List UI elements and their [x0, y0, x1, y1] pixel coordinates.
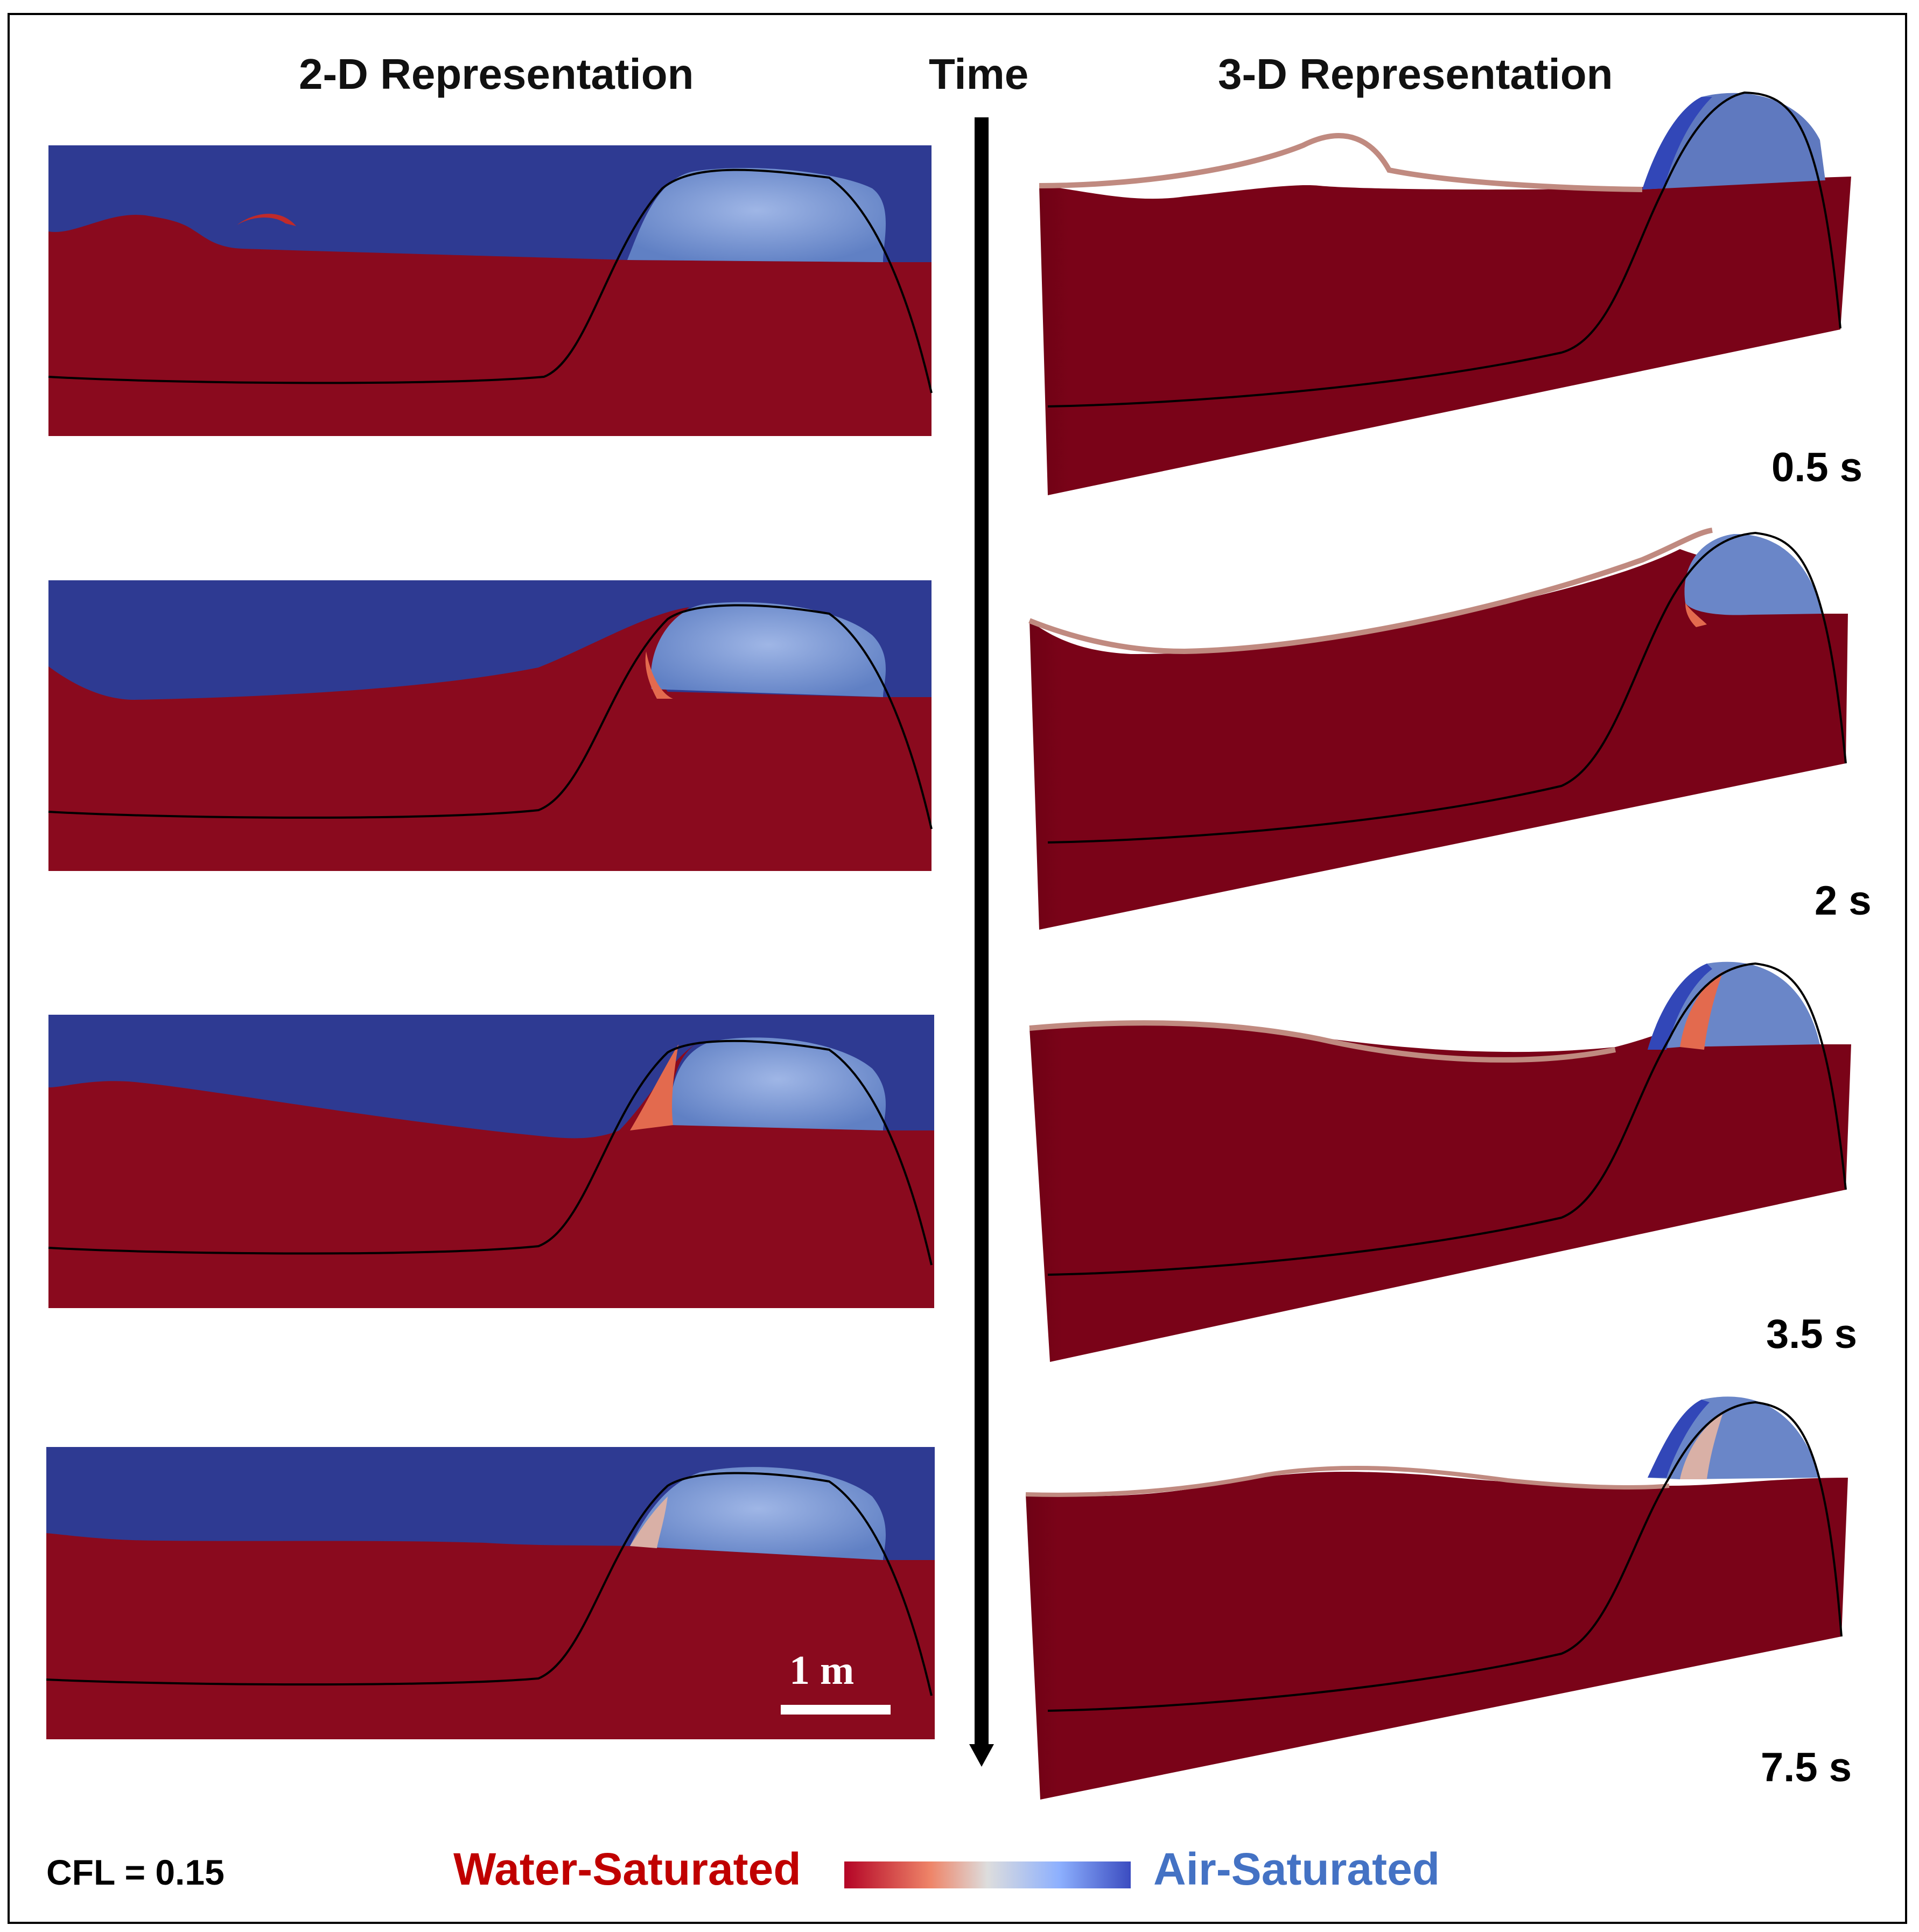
panel-3d-t2: [1029, 961, 1851, 1362]
time-label-2: 3.5 s: [1766, 1311, 1858, 1357]
header-time: Time: [929, 50, 1029, 98]
header-3d: 3-D Representation: [1218, 50, 1613, 98]
time-label-3: 7.5 s: [1761, 1745, 1852, 1790]
panel-3d-t1: [1028, 528, 1848, 930]
scale-bar: [781, 1705, 891, 1715]
legend-colorbar: [844, 1861, 1131, 1888]
scale-bar-label: 1 m: [789, 1648, 855, 1693]
cfl-label: CFL = 0.15: [46, 1852, 225, 1892]
header-2d: 2-D Representation: [299, 50, 694, 98]
time-label-1: 2 s: [1815, 878, 1872, 924]
panel-2d-t3: [46, 1447, 935, 1739]
panel-2d-t2: [48, 1015, 934, 1308]
panel-3d-t3: [1025, 1396, 1848, 1800]
legend-high-label: Air-Saturated: [1153, 1844, 1440, 1894]
time-label-0: 0.5 s: [1771, 445, 1863, 490]
panel-2d-t0: [48, 145, 933, 436]
time-arrow: [969, 117, 994, 1767]
panel-2d-t1: [48, 580, 933, 871]
figure-frame: [8, 13, 1907, 1924]
panel-3d-t0: [1039, 91, 1851, 495]
legend-low-label: Water-Saturated: [453, 1844, 801, 1894]
